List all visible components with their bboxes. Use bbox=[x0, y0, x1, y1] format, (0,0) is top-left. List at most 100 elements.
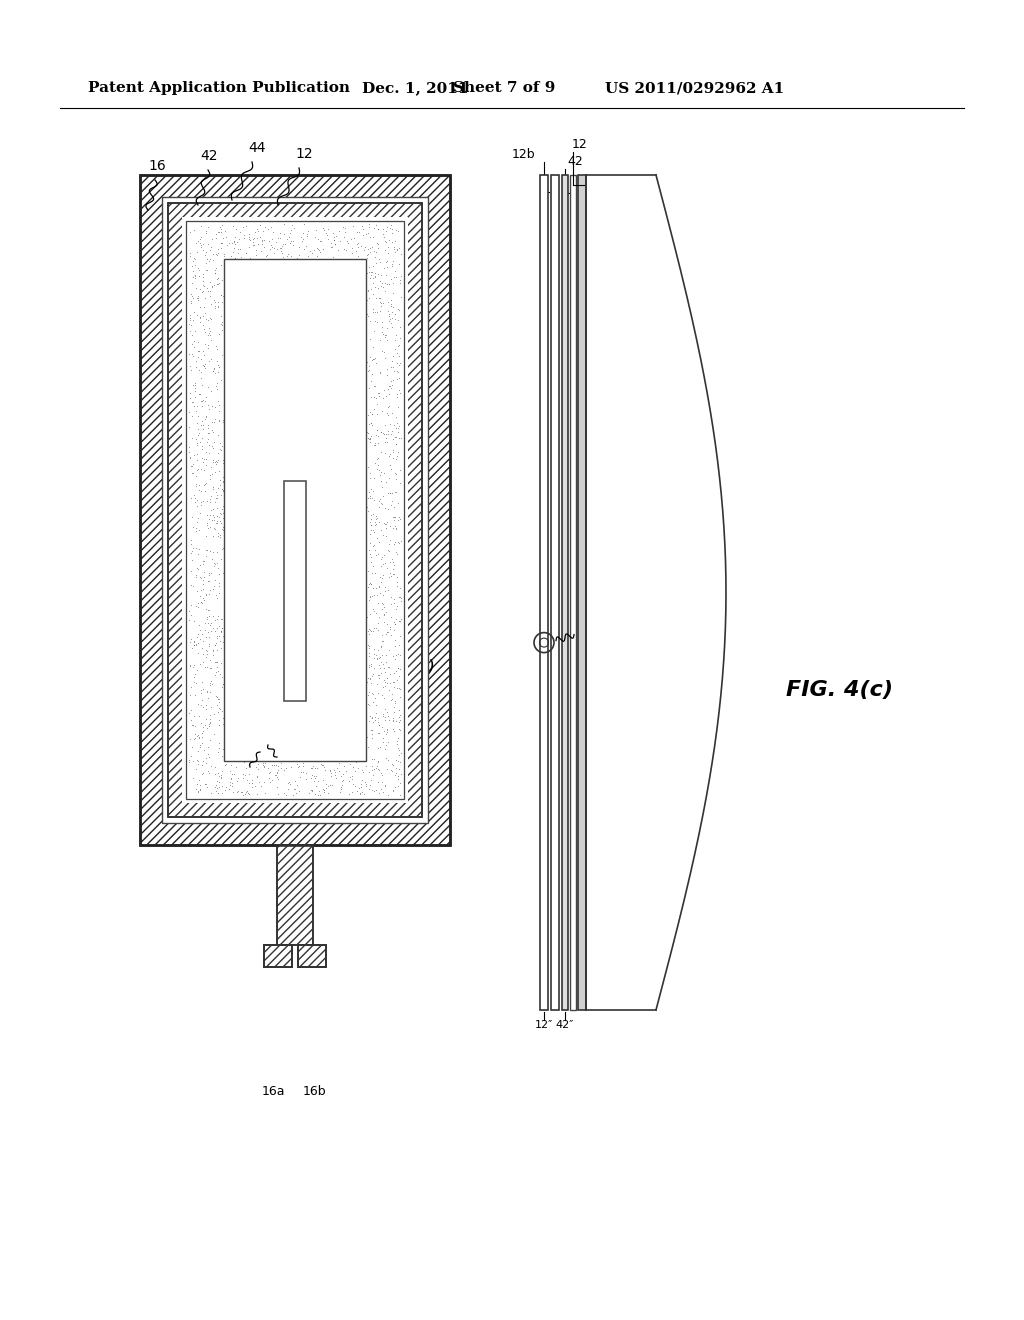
Text: 42: 42 bbox=[567, 154, 583, 168]
Point bbox=[205, 360, 221, 381]
Point bbox=[198, 442, 214, 463]
Point bbox=[377, 581, 393, 602]
Point bbox=[186, 375, 203, 396]
Point bbox=[245, 235, 261, 256]
Point bbox=[361, 573, 378, 594]
Point bbox=[328, 767, 344, 788]
Point bbox=[214, 499, 230, 520]
Point bbox=[214, 503, 230, 524]
Point bbox=[224, 781, 241, 803]
Point bbox=[375, 781, 391, 803]
Point bbox=[196, 459, 212, 480]
Point bbox=[191, 228, 208, 249]
Point bbox=[299, 223, 315, 244]
Point bbox=[356, 784, 373, 805]
Point bbox=[386, 236, 402, 257]
Point bbox=[358, 590, 375, 611]
Point bbox=[206, 412, 222, 433]
Point bbox=[359, 238, 376, 259]
Point bbox=[362, 668, 379, 689]
Point bbox=[359, 500, 376, 521]
Point bbox=[391, 428, 408, 449]
Point bbox=[370, 750, 386, 771]
Point bbox=[385, 554, 401, 576]
Point bbox=[366, 638, 382, 659]
Point bbox=[189, 754, 206, 775]
Point bbox=[360, 487, 377, 508]
Point bbox=[382, 587, 398, 609]
Point bbox=[331, 760, 347, 781]
Point bbox=[360, 635, 377, 656]
Point bbox=[390, 442, 407, 463]
Point bbox=[182, 388, 199, 409]
Point bbox=[186, 664, 203, 685]
Point bbox=[371, 491, 387, 512]
Point bbox=[360, 681, 377, 702]
Point bbox=[377, 325, 393, 346]
Text: Sheet 7 of 9: Sheet 7 of 9 bbox=[453, 81, 555, 95]
Point bbox=[391, 739, 408, 760]
Point bbox=[199, 490, 215, 511]
Point bbox=[385, 249, 401, 271]
Point bbox=[209, 618, 225, 639]
Point bbox=[195, 751, 211, 772]
Point bbox=[364, 723, 380, 744]
Point bbox=[392, 751, 409, 772]
Point bbox=[203, 657, 219, 678]
Point bbox=[386, 230, 402, 251]
Point bbox=[377, 552, 393, 573]
Point bbox=[267, 764, 284, 785]
Point bbox=[378, 723, 394, 744]
Point bbox=[182, 455, 199, 477]
Point bbox=[377, 414, 393, 436]
Point bbox=[239, 770, 255, 791]
Point bbox=[214, 232, 230, 253]
Point bbox=[189, 741, 206, 762]
Point bbox=[189, 341, 206, 362]
Point bbox=[377, 706, 393, 727]
Point bbox=[392, 244, 409, 265]
Point bbox=[319, 219, 336, 240]
Point bbox=[190, 770, 207, 791]
Point bbox=[209, 506, 225, 527]
Point bbox=[378, 424, 394, 445]
Point bbox=[205, 437, 221, 458]
Point bbox=[188, 396, 205, 417]
Point bbox=[388, 750, 404, 771]
Point bbox=[210, 442, 226, 463]
Point bbox=[276, 234, 293, 255]
Point bbox=[197, 714, 213, 735]
Point bbox=[208, 775, 224, 796]
Point bbox=[369, 403, 385, 424]
Point bbox=[359, 667, 376, 688]
Point bbox=[199, 432, 215, 453]
Point bbox=[184, 455, 201, 477]
Point bbox=[377, 775, 393, 796]
Text: 42″: 42″ bbox=[556, 1020, 574, 1030]
Point bbox=[369, 425, 385, 446]
Point bbox=[201, 635, 217, 656]
Point bbox=[314, 779, 331, 800]
Point bbox=[332, 781, 348, 803]
Point bbox=[366, 375, 382, 396]
Point bbox=[198, 454, 214, 475]
Point bbox=[193, 568, 209, 589]
Point bbox=[378, 264, 394, 285]
Point bbox=[181, 751, 198, 772]
Point bbox=[271, 238, 288, 259]
Point bbox=[384, 760, 400, 781]
Point bbox=[362, 242, 379, 263]
Point bbox=[210, 606, 226, 627]
Point bbox=[349, 232, 366, 253]
Point bbox=[186, 378, 203, 399]
Point bbox=[191, 705, 208, 726]
Point bbox=[365, 682, 381, 704]
Point bbox=[274, 234, 291, 255]
Point bbox=[195, 314, 211, 335]
Point bbox=[198, 242, 214, 263]
Point bbox=[200, 414, 216, 436]
Point bbox=[391, 586, 408, 607]
Point bbox=[368, 545, 384, 566]
Point bbox=[181, 401, 198, 422]
Point bbox=[367, 434, 383, 455]
